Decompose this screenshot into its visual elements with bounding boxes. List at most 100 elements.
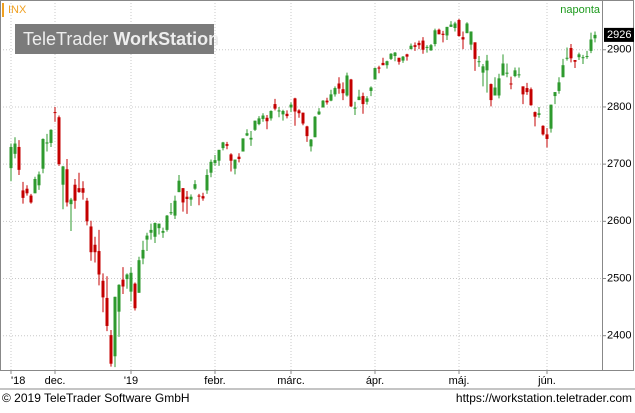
candle-body (569, 48, 573, 59)
candle-body (197, 195, 201, 197)
candle-body (97, 251, 101, 275)
candle-body (129, 272, 133, 292)
candle-body (373, 68, 377, 80)
candle-body (189, 196, 193, 200)
candle-body (13, 143, 17, 154)
candle-body (533, 112, 537, 117)
candle-body (269, 110, 273, 119)
candle-body (525, 88, 529, 93)
candle-body (393, 52, 397, 57)
chart-frame (0, 0, 634, 371)
candle-body (209, 161, 213, 173)
candle-body (185, 196, 189, 200)
candle-body (177, 180, 181, 193)
x-tick-label: '18 (11, 375, 25, 387)
watermark-regular: TeleTrader (23, 29, 108, 49)
y-tick-label: 2400 (607, 330, 631, 342)
candle-body (169, 212, 173, 214)
candle-body (253, 120, 257, 130)
candle-body (281, 110, 285, 115)
candle-body (297, 110, 301, 114)
candle-body (9, 146, 13, 169)
candle-body (85, 200, 89, 222)
x-tick-label: dec. (45, 375, 66, 387)
candle-body (41, 138, 45, 169)
candle-body (153, 223, 157, 237)
candle-body (149, 229, 153, 233)
candle-body (201, 196, 205, 199)
x-tick-label: márc. (277, 375, 305, 387)
candle-body (229, 154, 233, 161)
candle-body (453, 23, 457, 29)
candle-body (589, 39, 593, 51)
candle-body (145, 235, 149, 240)
candle-body (501, 63, 505, 76)
candle-body (109, 335, 113, 364)
interval-label: naponta (560, 4, 601, 16)
candle-body (33, 178, 37, 194)
footer-copyright: © 2019 TeleTrader Software GmbH (2, 391, 190, 405)
footer-url: https://workstation.teletrader.com (456, 391, 632, 405)
candle-body (485, 60, 489, 71)
watermark: TeleTrader WorkStation (23, 29, 219, 49)
x-tick-label: '19 (124, 375, 138, 387)
candle-body (513, 70, 517, 77)
candle-body (21, 190, 25, 198)
candle-body (165, 215, 169, 230)
candle-body (341, 89, 345, 94)
candle-body (321, 100, 325, 108)
candle-body (529, 89, 533, 106)
candle-body (337, 83, 341, 89)
candle-body (61, 166, 65, 185)
candle-body (465, 23, 469, 34)
candle-body (449, 24, 453, 27)
y-tick-label: 2700 (607, 158, 631, 170)
candle-body (573, 60, 577, 62)
candle-body (585, 56, 589, 58)
y-tick-label: 2900 (607, 44, 631, 56)
symbol-marker (2, 3, 4, 17)
last-price-label: 2926 (607, 29, 631, 41)
candle-body (421, 40, 425, 50)
candle-body (245, 133, 249, 136)
candle-body (457, 20, 461, 37)
candle-body (365, 98, 369, 102)
candle-body (241, 138, 245, 152)
candle-body (521, 86, 525, 95)
candle-body (45, 142, 49, 144)
candle-body (429, 45, 433, 51)
candle-body (425, 46, 429, 48)
candle-body (301, 112, 305, 124)
x-tick-label: máj. (449, 375, 470, 387)
candle-body (133, 283, 137, 309)
candle-body (581, 57, 585, 59)
candle-body (213, 160, 217, 163)
candle-body (89, 226, 93, 253)
candle-body (277, 110, 281, 112)
candle-body (413, 45, 417, 47)
candle-body (309, 139, 313, 147)
x-tick-label: jún. (537, 375, 556, 387)
candle-body (417, 42, 421, 46)
candle-body (105, 297, 109, 326)
candle-body (389, 53, 393, 59)
candle-body (69, 199, 73, 205)
last-price-box (604, 27, 634, 42)
candle-body (445, 26, 449, 36)
candle-body (285, 113, 289, 117)
candle-body (361, 96, 365, 105)
candle-body (493, 87, 497, 96)
candle-body (249, 137, 253, 140)
candle-body (181, 188, 185, 203)
candle-body (37, 174, 41, 186)
candle-body (217, 149, 221, 161)
candle-body (53, 112, 57, 114)
candle-body (461, 37, 465, 40)
candle-body (49, 129, 53, 143)
candle-body (325, 100, 329, 103)
candle-body (289, 104, 293, 108)
candle-body (401, 56, 405, 61)
candle-body (481, 66, 485, 73)
candle-body (477, 61, 481, 63)
